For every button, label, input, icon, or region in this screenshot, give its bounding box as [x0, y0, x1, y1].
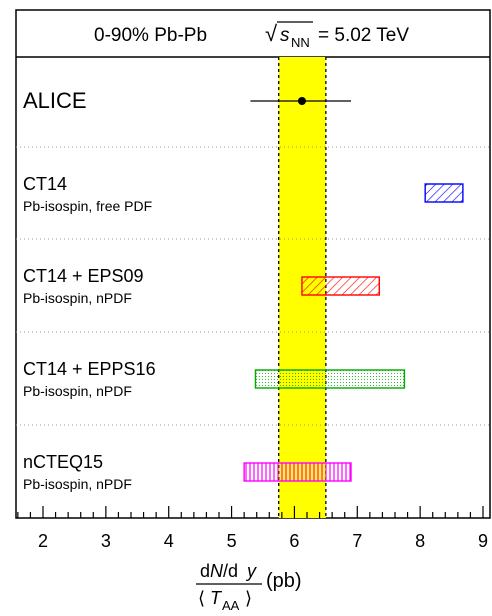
- xlabel-num-y: y: [245, 561, 257, 581]
- prediction-box: [254, 369, 406, 389]
- xlabel-den-T: T: [210, 588, 223, 608]
- prediction-box: [424, 183, 464, 203]
- xlabel-num-rest: /d: [223, 561, 238, 581]
- xlabel-unit: (pb): [266, 570, 302, 592]
- tick-label: 3: [101, 531, 111, 551]
- row-label: nCTEQ15: [23, 452, 103, 472]
- row-label: ALICE: [23, 88, 87, 113]
- sqrt-symbol: √: [265, 21, 278, 46]
- row-labels: ALICE CT14 Pb-isospin, free PDF CT14 + EPS0…: [23, 88, 156, 492]
- title-suffix: = 5.02 TeV: [318, 25, 409, 46]
- x-axis: 2 3 4 5 6 7 8 9: [17, 506, 488, 551]
- row-sublabel: Pb-isospin, nPDF: [23, 383, 132, 399]
- plot-frame: [15, 9, 491, 519]
- title-s: s: [280, 25, 290, 46]
- row-sublabel: Pb-isospin, nPDF: [23, 290, 132, 306]
- row-sublabel: Pb-isospin, nPDF: [23, 476, 132, 492]
- tick-label: 8: [415, 531, 425, 551]
- row-label: CT14: [23, 174, 67, 194]
- data-point: [297, 97, 306, 105]
- x-axis-label: d N /d y ⟨ T AA ⟩ (pb): [196, 561, 302, 613]
- tick-label: 7: [352, 531, 362, 551]
- tick-label: 2: [38, 531, 48, 551]
- tick-label: 4: [164, 531, 174, 551]
- tick-label: 6: [289, 531, 299, 551]
- xlabel-den-close: ⟩: [245, 588, 252, 608]
- prediction-box: [243, 462, 352, 482]
- xlabel-den-sub: AA: [222, 598, 240, 613]
- chart-title: 0-90% Pb-Pb √ s NN = 5.02 TeV: [94, 21, 409, 50]
- tick-label: 5: [227, 531, 237, 551]
- tick-label: 9: [478, 531, 488, 551]
- xlabel-num-N: N: [210, 561, 224, 581]
- row-label: CT14 + EPS09: [23, 266, 144, 286]
- xlabel-den-open: ⟨: [198, 588, 205, 608]
- title-subscript: NN: [291, 35, 310, 50]
- title-prefix: 0-90% Pb-Pb: [94, 25, 207, 46]
- row-sublabel: Pb-isospin, free PDF: [23, 198, 152, 214]
- xlabel-num-d: d: [200, 561, 210, 581]
- data-marks: [243, 97, 464, 482]
- row-label: CT14 + EPPS16: [23, 359, 156, 379]
- prediction-box: [301, 276, 380, 296]
